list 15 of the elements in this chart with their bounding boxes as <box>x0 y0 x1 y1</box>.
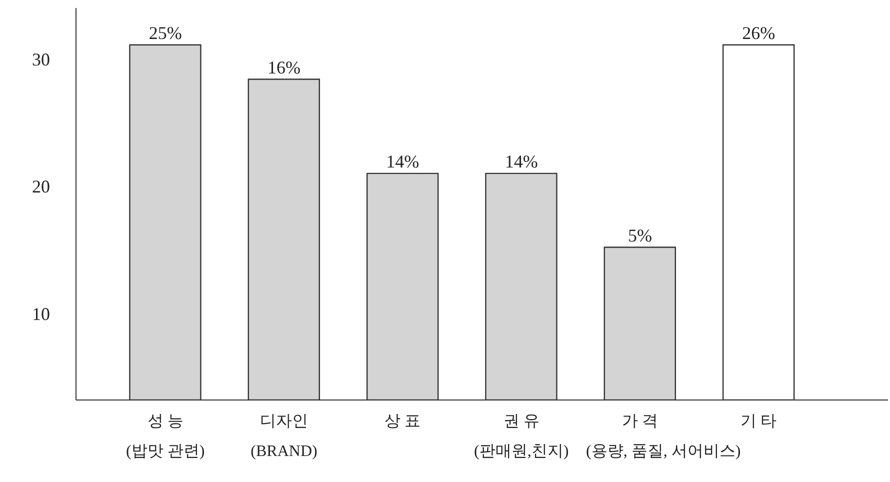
annotation: 14% <box>386 151 420 172</box>
x-tick-label: 상 표 <box>384 413 421 430</box>
y-tick-label: 30 <box>32 49 50 70</box>
x-tick-label: 디자인 (BRAND) <box>250 413 318 460</box>
annotation: 5% <box>628 225 652 246</box>
x-tick-label: 기 타 <box>740 413 777 430</box>
annotation: 14% <box>504 151 538 172</box>
annotation: 16% <box>268 57 300 78</box>
y-tick-label: 20 <box>32 176 50 197</box>
x-tick-label: 권 유 (판매원,친지) <box>474 413 569 460</box>
annotation: 25% <box>148 22 182 43</box>
x-tick-label: 성 능 (밥맛 관련) <box>126 413 205 460</box>
x-tick-label: 가 격 (용량, 품질, 서어비스) <box>586 413 741 460</box>
y-tick-label: 10 <box>32 304 50 324</box>
annotation: 26% <box>742 22 776 43</box>
